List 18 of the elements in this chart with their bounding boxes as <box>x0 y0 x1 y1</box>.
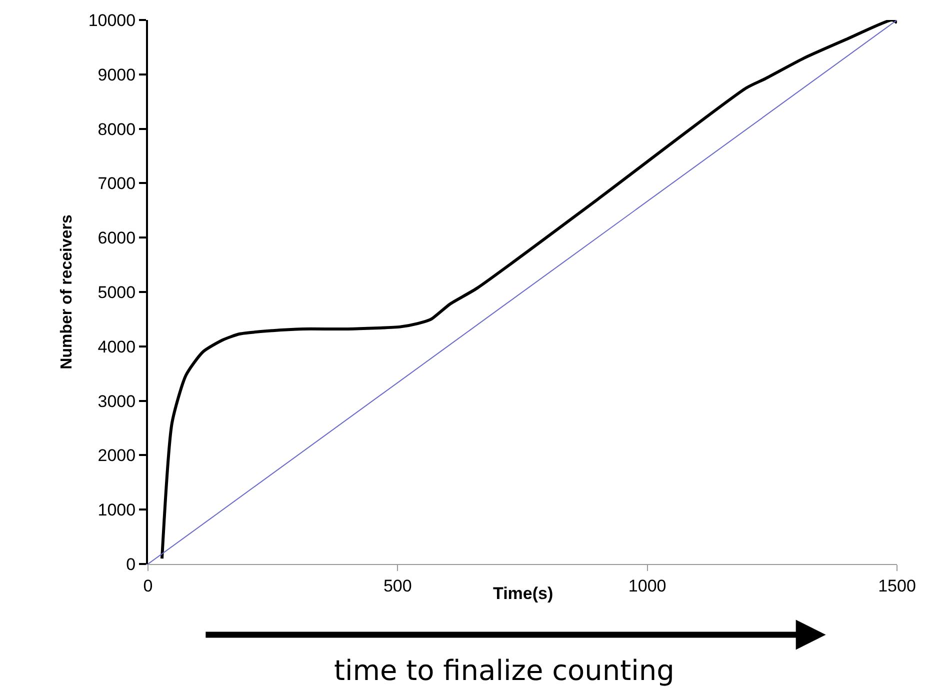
x-tick-label: 500 <box>383 576 412 596</box>
y-tick-label: 0 <box>126 554 136 574</box>
y-tick-label: 9000 <box>98 65 136 84</box>
y-tick-label: 4000 <box>98 337 136 356</box>
y-tick-label: 2000 <box>98 446 136 466</box>
text: time to finalize counting <box>334 654 674 687</box>
x-axis-title: Time(s) <box>493 584 554 603</box>
y-tick-label: 5000 <box>98 282 136 302</box>
y-axis-title: Number of receivers <box>58 214 76 370</box>
y-tick-label: 7000 <box>98 174 136 194</box>
y-tick-label: 8000 <box>98 120 136 139</box>
x-tick-label: 0 <box>143 576 153 596</box>
y-tick-label: 1000 <box>98 500 136 520</box>
x-tick-label: 1500 <box>878 576 916 596</box>
y-tick-label: 3000 <box>98 392 136 411</box>
x-tick-label: 1000 <box>628 576 666 596</box>
y-tick-label: 10000 <box>88 10 136 30</box>
y-tick-label: 6000 <box>98 228 136 248</box>
